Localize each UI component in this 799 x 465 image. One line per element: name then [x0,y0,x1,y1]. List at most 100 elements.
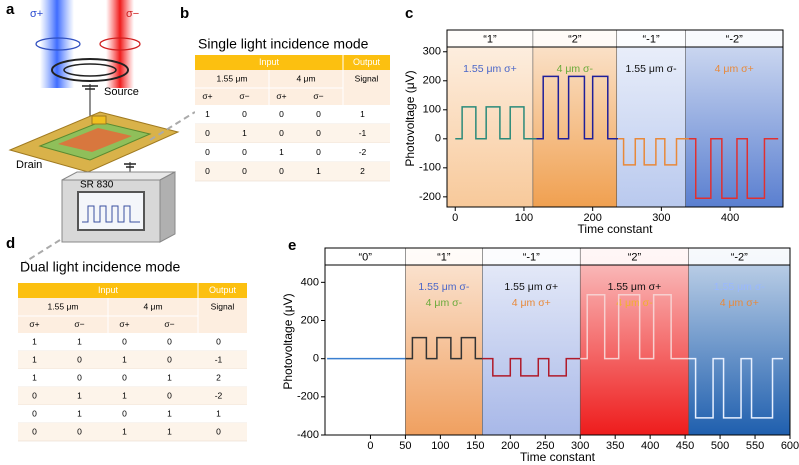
panel-label: c [405,5,413,22]
x-tick-label: 350 [606,440,624,452]
table-cell: 0 [205,147,210,157]
chart: “1” 1.55 μm σ+ “2” 4 μm σ- “-1” 1.55 μm σ- “-2… [403,29,784,236]
table-cell: 0 [316,109,321,119]
panel-label: d [6,235,15,252]
region-label: “-2” [731,251,748,263]
x-tick-label: 0 [452,212,458,224]
table-cell: 1 [122,354,127,364]
polarization-cell: σ− [239,91,249,101]
data-row [195,143,390,162]
annotation: 4 μm σ+ [720,297,759,309]
x-tick-label: 400 [641,440,659,452]
y-tick-label: -200 [297,391,319,403]
table-cell: 0 [216,426,221,436]
header-cell: Input [98,285,119,295]
region-label: “1” [483,33,497,45]
region-label: “2” [568,33,582,45]
annotation: 4 μm σ+ [512,297,551,309]
polarization-cell: σ+ [202,91,212,101]
circular-arrow [99,37,141,51]
table-cell: 0 [32,426,37,436]
plot-frame [324,247,791,436]
region [532,30,617,207]
region [405,248,483,435]
table-cell: 0 [122,372,127,382]
region-header [532,30,617,47]
circular-arrow [35,37,81,51]
table-cell: 0 [167,354,172,364]
x-tick-label: 150 [466,440,484,452]
header-row [18,283,247,298]
x-tick-label: 400 [721,212,739,224]
ring [51,58,129,82]
data-line [688,357,784,419]
x-tick-label: 300 [571,440,589,452]
x-tick-label: 600 [781,440,799,452]
table-cell: 0 [77,426,82,436]
table-cell: 0 [279,166,284,176]
region-label: “-1” [523,251,540,263]
data-row [18,369,247,387]
table-cell: 0 [77,372,82,382]
data-row [18,387,247,405]
table-cell: 0 [167,336,172,346]
polarization-cell: σ+ [29,319,39,329]
x-tick-label: 50 [399,440,411,452]
table-cell: 1 [122,390,127,400]
header-row [195,55,390,70]
instrument-top [61,171,176,181]
region-header [580,248,689,265]
x-tick-label: 250 [536,440,554,452]
table-cell: -2 [215,390,223,400]
table-cell: -1 [359,128,367,138]
table-cell: 2 [216,372,221,382]
x-tick-label: 500 [711,440,729,452]
table-cell: 0 [316,128,321,138]
data-row [18,351,247,369]
annotation: 4 μm σ- [557,63,594,75]
table-title: Dual light incidence mode [20,259,181,275]
instrument-side [159,171,176,243]
polarization-cell: σ− [74,319,84,329]
region-label: “0” [358,251,372,263]
y-tick-label: 0 [313,353,319,365]
annotation: 4 μm σ+ [715,63,754,75]
table-cell: 1 [242,128,247,138]
screen [77,191,145,231]
region [482,248,581,435]
y-tick-label: 200 [301,314,319,326]
table-cell: 1 [316,166,321,176]
region-header [325,248,406,265]
table-cell: 0 [77,354,82,364]
data-row [195,124,390,143]
y-axis-label: Photovoltage (μV) [403,70,417,166]
x-tick-label: 200 [501,440,519,452]
region-label: “2” [628,251,642,263]
annotation: 1.55 μm σ+ [608,281,662,293]
region-header [405,248,483,265]
table-cell: 0 [279,109,284,119]
panel-label: e [288,237,296,254]
device-illustration: σ+ σ− Source Drain SR 830 [8,0,196,263]
data-row [18,405,247,423]
annotation: 1.55 μm σ+ [463,63,517,75]
data-line [455,106,537,140]
table-cell: 1 [32,354,37,364]
electrodes [58,128,132,152]
table-cell: 0 [122,336,127,346]
region-label: “-2” [726,33,743,45]
connector [24,239,61,263]
x-tick-label: 450 [676,440,694,452]
data-line [536,75,619,140]
data-row [195,162,390,181]
panel-label: a [6,1,15,18]
table-cell: 1 [360,109,365,119]
annotation: 4 μm σ- [616,297,653,309]
y-tick-label: -100 [419,162,441,174]
x-tick-label: 100 [515,212,533,224]
x-tick-label: 100 [431,440,449,452]
data-line [688,138,779,200]
table-cell: 0 [279,128,284,138]
x-axis-label: Time constant [578,222,654,236]
